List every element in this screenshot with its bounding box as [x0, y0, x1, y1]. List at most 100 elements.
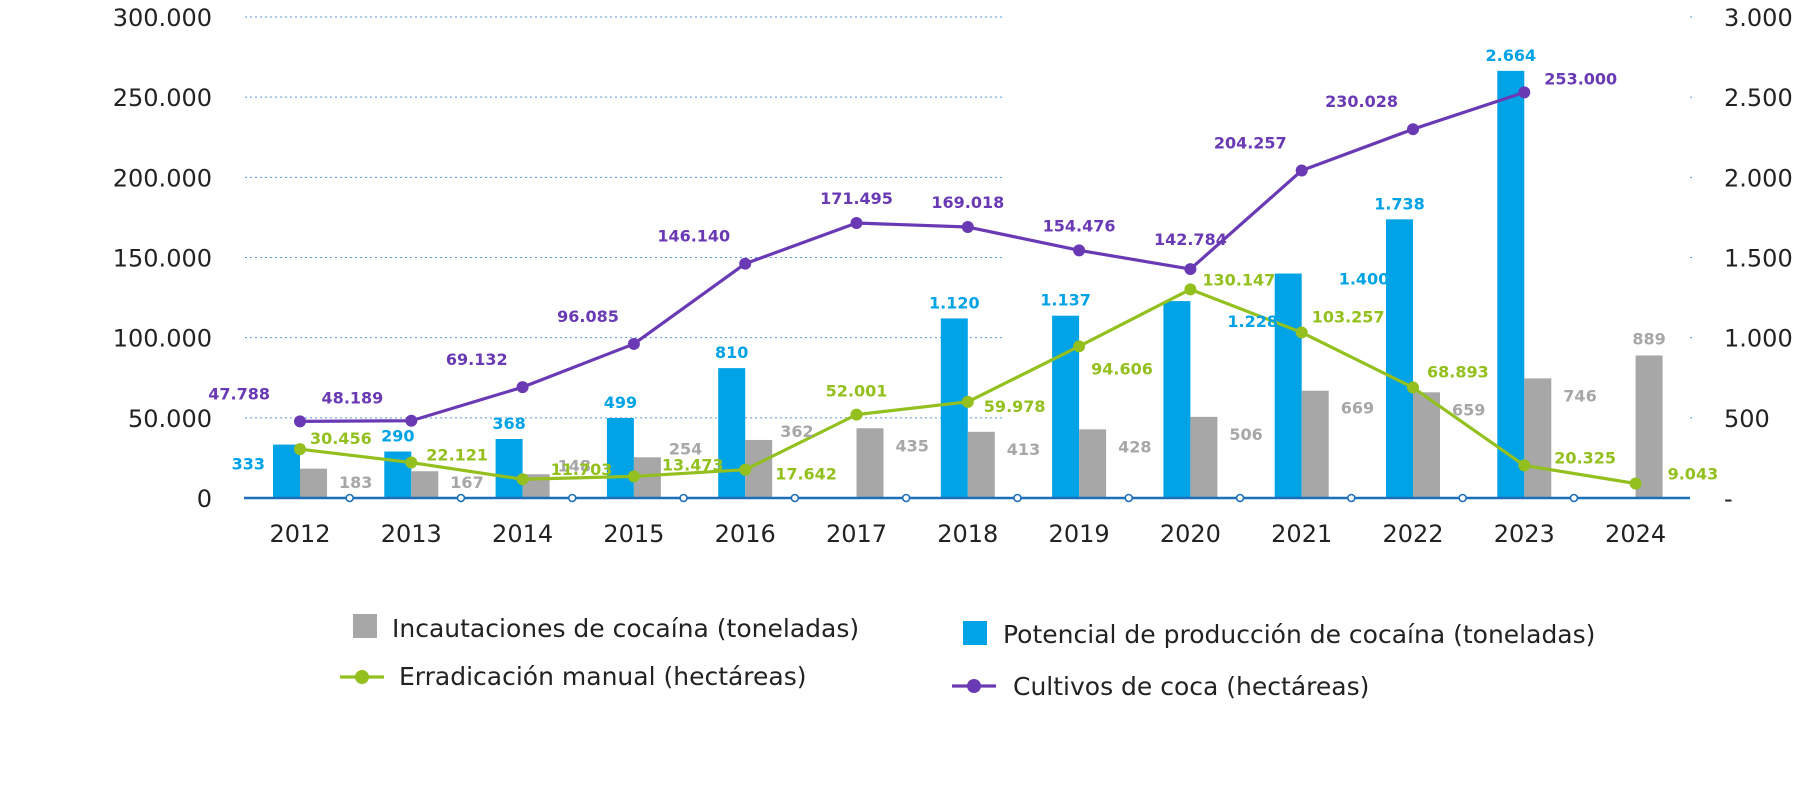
- bar-production: [1274, 273, 1302, 498]
- x-axis-tick-label: 2016: [715, 520, 776, 548]
- data-label-seizures: 183: [339, 473, 372, 492]
- data-label-coca-crops: 96.085: [557, 307, 619, 326]
- grid-layer: [245, 16, 1692, 419]
- left-axis-tick-label: 250.000: [113, 84, 212, 112]
- bar-seizures: [856, 428, 884, 498]
- data-label-production: 1.120: [929, 293, 980, 312]
- data-label-seizures: 167: [450, 473, 483, 492]
- data-label-coca-crops: 204.257: [1214, 134, 1287, 153]
- data-label-seizures: 413: [1007, 440, 1040, 459]
- x-axis-marker: [1569, 493, 1579, 503]
- data-label-manual-eradication: 11.703: [551, 460, 613, 479]
- bars-layer: [273, 70, 1663, 498]
- bar-production: [1163, 301, 1191, 498]
- point-manual-eradication: [294, 443, 306, 456]
- point-manual-eradication: [627, 470, 640, 483]
- point-manual-eradication: [1629, 477, 1642, 490]
- point-manual-eradication: [405, 456, 418, 469]
- x-axis-tick-label: 2020: [1160, 520, 1221, 548]
- data-label-manual-eradication: 52.001: [826, 382, 888, 401]
- bar-production: [940, 318, 968, 498]
- x-axis-tick-label: 2024: [1605, 520, 1666, 548]
- data-label-manual-eradication: 30.456: [310, 429, 372, 448]
- point-manual-eradication: [1295, 326, 1308, 339]
- bar-production: [718, 368, 746, 498]
- point-manual-eradication: [1073, 340, 1086, 353]
- point-coca-crops: [1073, 244, 1086, 257]
- x-axis-tick-label: 2015: [603, 520, 664, 548]
- legend-label-eradication: Erradicación manual (hectáreas): [399, 662, 807, 691]
- data-label-manual-eradication: 68.893: [1427, 363, 1489, 382]
- data-label-production: 499: [604, 393, 637, 412]
- data-label-coca-crops: 48.189: [322, 389, 384, 408]
- data-label-manual-eradication: 20.325: [1554, 448, 1616, 467]
- point-coca-crops: [627, 337, 640, 350]
- legend-label-coca-crops: Cultivos de coca (hectáreas): [1013, 672, 1369, 701]
- right-axis-tick-label: 1.500: [1724, 245, 1793, 273]
- x-axis-marker: [1458, 493, 1467, 503]
- legend: Incautaciones de cocaína (toneladas) Pote…: [340, 614, 1595, 701]
- x-axis-marker: [1235, 493, 1245, 503]
- data-label-manual-eradication: 103.257: [1312, 307, 1385, 326]
- data-label-seizures: 889: [1632, 329, 1665, 348]
- point-coca-crops: [739, 257, 752, 270]
- point-manual-eradication: [1518, 459, 1531, 472]
- x-axis-marker: [345, 493, 354, 503]
- left-axis-tick-label: 50.000: [128, 405, 212, 433]
- bar-seizures: [1524, 378, 1552, 498]
- x-axis-marker: [901, 493, 911, 503]
- left-axis-tick-label: 150.000: [113, 245, 212, 273]
- bar-seizures: [300, 468, 327, 498]
- data-label-production: 368: [492, 414, 525, 433]
- bar-seizures: [1079, 429, 1107, 498]
- bar-seizures: [411, 471, 439, 498]
- point-coca-crops: [1184, 263, 1197, 276]
- right-axis-tick-label: 1.000: [1724, 325, 1793, 353]
- right-axis-tick-label: 500: [1724, 405, 1770, 433]
- lines-layer: [294, 86, 1642, 490]
- data-label-coca-crops: 230.028: [1325, 92, 1398, 111]
- bar-production: [606, 417, 634, 498]
- x-axis-marker: [1124, 493, 1134, 503]
- data-label-seizures: 435: [896, 436, 929, 455]
- legend-marker-eradication: [355, 670, 369, 684]
- point-coca-crops: [1295, 164, 1308, 177]
- x-axis-tick-label: 2023: [1494, 520, 1555, 548]
- bar-seizures: [1413, 392, 1440, 498]
- data-label-production: 333: [232, 455, 265, 474]
- bar-production: [1497, 70, 1525, 498]
- bar-seizures: [1301, 390, 1329, 498]
- legend-swatch-seizures: [353, 614, 377, 638]
- point-coca-crops: [850, 217, 863, 230]
- data-label-seizures: 506: [1229, 425, 1262, 444]
- data-label-seizures: 428: [1118, 437, 1151, 456]
- data-label-production: 1.738: [1374, 194, 1425, 213]
- data-label-manual-eradication: 13.473: [662, 455, 724, 474]
- point-coca-crops: [961, 221, 974, 234]
- point-manual-eradication: [961, 395, 974, 408]
- point-manual-eradication: [1407, 381, 1419, 394]
- legend-swatch-production: [963, 621, 987, 645]
- point-coca-crops: [294, 415, 306, 428]
- point-manual-eradication: [1184, 283, 1197, 296]
- point-manual-eradication: [516, 473, 529, 486]
- point-coca-crops: [405, 414, 418, 427]
- x-axis-marker: [567, 493, 577, 503]
- x-axis-tick-label: 2017: [826, 520, 887, 548]
- left-axis-tick-label: 300.000: [113, 4, 212, 32]
- left-axis: 0 50.000 100.000 150.000 200.000 250.000 300.0…: [113, 4, 212, 513]
- right-axis-tick-label: 2.000: [1724, 164, 1793, 192]
- left-axis-tick-label: 200.000: [113, 164, 212, 192]
- left-axis-tick-label: 0: [197, 485, 212, 513]
- data-label-coca-crops: 142.784: [1154, 230, 1227, 249]
- x-axis-marker: [1347, 493, 1356, 503]
- data-label-seizures: 659: [1452, 400, 1485, 419]
- point-coca-crops: [1407, 123, 1419, 136]
- x-axis: 2012 2013 2014 2015 2016 2017 2018 2019 2020 2021…: [244, 493, 1690, 548]
- x-axis-tick-label: 2013: [381, 520, 442, 548]
- data-label-production: 290: [381, 427, 414, 446]
- legend-label-production: Potencial de producción de cocaína (tone…: [1003, 620, 1595, 649]
- data-labels-layer: 333 290 368 499 810 1.120 1.137 1.228 1.400 1.738…: [208, 46, 1718, 492]
